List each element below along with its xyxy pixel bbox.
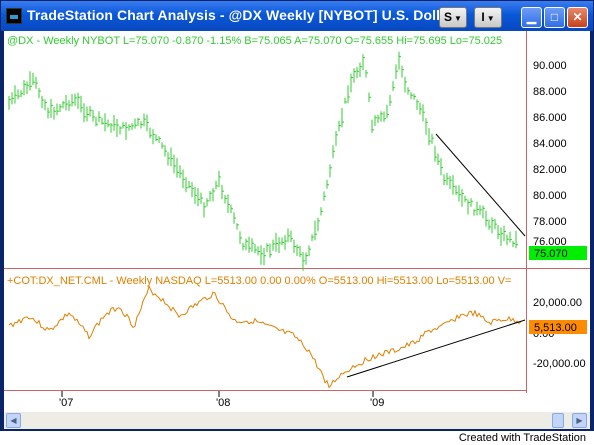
close-button[interactable]: ✕ xyxy=(567,7,588,28)
price-axis-label: 82.000 xyxy=(533,164,567,176)
price-axis-label: 86.000 xyxy=(533,112,567,124)
scroll-left-button[interactable]: ◀ xyxy=(6,413,21,428)
price-bars xyxy=(8,51,518,271)
arrow-right-icon: ▶ xyxy=(576,416,583,425)
chart-area[interactable]: @DX - Weekly NYBOT L=75.070 -0.870 -1.15… xyxy=(4,31,590,429)
date-label: '08 xyxy=(216,397,230,409)
cot-trendline[interactable] xyxy=(346,319,526,378)
price-axis-label: 76.000 xyxy=(533,236,567,248)
chevron-down-icon: ▼ xyxy=(454,14,462,23)
chevron-down-icon: ▼ xyxy=(486,14,495,23)
cot-line xyxy=(8,284,522,389)
horizontal-scrollbar[interactable]: ◀ ▶ xyxy=(4,412,590,429)
scroll-thumb[interactable] xyxy=(552,413,564,428)
price-last-value: 75.070 xyxy=(534,248,568,260)
price-pane-header: @DX - Weekly NYBOT L=75.070 -0.870 -1.15… xyxy=(7,35,502,47)
price-last-value-box xyxy=(529,246,587,260)
date-label: '07 xyxy=(59,397,73,409)
arrow-left-icon: ◀ xyxy=(10,416,17,425)
price-trendline[interactable] xyxy=(435,133,526,237)
title-bar[interactable]: TradeStation Chart Analysis - @DX Weekly… xyxy=(1,1,593,31)
cot-axis-label: -20,000.00 xyxy=(533,358,586,370)
price-axis-label: 78.000 xyxy=(533,216,567,228)
cot-last-value-box xyxy=(529,320,587,334)
maximize-icon: □ xyxy=(550,10,559,24)
cot-pane-header: +COT:DX_NET.CML - Weekly NASDAQ L=5513.0… xyxy=(7,275,511,287)
date-label: '09 xyxy=(370,397,384,409)
i-dropdown-button[interactable]: I ▼ xyxy=(474,7,502,28)
s-dropdown-button[interactable]: S ▼ xyxy=(439,7,467,28)
scroll-right-button[interactable]: ▶ xyxy=(572,413,587,428)
app-icon[interactable] xyxy=(6,8,22,24)
close-icon: ✕ xyxy=(572,10,583,24)
price-axis-label: 84.000 xyxy=(533,138,567,150)
window-title: TradeStation Chart Analysis - @DX Weekly… xyxy=(27,7,465,23)
price-axis: 90.000 88.000 86.000 84.000 82.000 80.00… xyxy=(533,60,567,248)
i-button-label: I xyxy=(481,10,485,24)
cot-axis-label: 20,000.00 xyxy=(533,297,582,309)
minimize-icon: ▁ xyxy=(526,10,537,24)
s-button-label: S xyxy=(444,10,453,24)
price-axis-label: 80.000 xyxy=(533,190,567,202)
footer-credit: Created with TradeStation xyxy=(458,432,586,444)
price-axis-label: 88.000 xyxy=(533,86,567,98)
price-axis-label: 90.000 xyxy=(533,60,567,72)
cot-last-value: 5,513.00 xyxy=(534,322,577,334)
chart-window: TradeStation Chart Analysis - @DX Weekly… xyxy=(0,0,594,431)
minimize-button[interactable]: ▁ xyxy=(521,7,542,28)
chart-canvas[interactable]: @DX - Weekly NYBOT L=75.070 -0.870 -1.15… xyxy=(4,31,590,412)
maximize-button[interactable]: □ xyxy=(544,7,565,28)
